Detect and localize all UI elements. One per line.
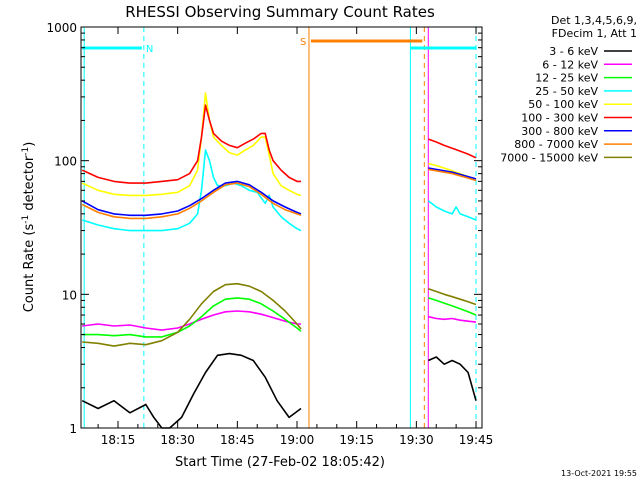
legend-label-4: 25 - 50 keV bbox=[535, 85, 598, 98]
series-line-4-segment-2 bbox=[427, 200, 477, 221]
legend-label-2: 6 - 12 keV bbox=[542, 58, 598, 71]
x-tick-label-7: 19:45 bbox=[459, 433, 494, 447]
x-tick-label-6: 19:30 bbox=[399, 433, 434, 447]
legend-label-7: 300 - 800 keV bbox=[521, 125, 598, 138]
x-tick-label-1: 18:15 bbox=[101, 433, 136, 447]
legend-label-9: 7000 - 15000 keV bbox=[500, 151, 598, 164]
plot-frame bbox=[80, 26, 483, 429]
legend-header-line-2: FDecim 1, Att 1 bbox=[552, 27, 637, 40]
x-tick-label-4: 19:00 bbox=[280, 433, 315, 447]
series-line-8-segment-2 bbox=[428, 168, 477, 182]
y-tick-label-2: 10 bbox=[62, 288, 77, 302]
x-tick-label-5: 19:15 bbox=[339, 433, 374, 447]
series-line-6-segment-2 bbox=[428, 138, 477, 159]
y-tick-label-3: 100 bbox=[54, 155, 77, 169]
legend-header-line-1: Det 1,3,4,5,6,9, bbox=[551, 14, 637, 27]
x-tick-label-3: 18:45 bbox=[220, 433, 255, 447]
x-axis-label: Start Time (27-Feb-02 18:05:42) bbox=[175, 455, 385, 470]
night-label: N bbox=[146, 44, 153, 55]
plot-marks: NS bbox=[81, 27, 477, 429]
y-axis-label: Count Rate (s-1 detector-1) bbox=[21, 142, 37, 313]
series-line-3-segment-2 bbox=[428, 297, 477, 316]
series-line-1-segment-2 bbox=[427, 356, 477, 401]
series-line-4-segment-1 bbox=[81, 149, 302, 232]
series-line-6-segment-1 bbox=[81, 104, 301, 184]
legend-label-1: 3 - 6 keV bbox=[549, 45, 598, 58]
series-line-5-segment-1 bbox=[81, 92, 302, 197]
series-line-7-segment-2 bbox=[428, 167, 477, 180]
legend-label-3: 12 - 25 keV bbox=[535, 72, 598, 85]
saa-label: S bbox=[300, 37, 306, 48]
legend: Det 1,3,4,5,6,9, FDecim 1, Att 1 3 - 6 k… bbox=[500, 14, 637, 164]
y-tick-label-4: 1000 bbox=[46, 21, 77, 35]
chart-title: RHESSI Observing Summary Count Rates bbox=[125, 3, 435, 21]
series-line-2-segment-1 bbox=[82, 310, 301, 331]
axes: 18:15 18:30 18:45 19:00 19:15 19:30 19:45 1 10 10… bbox=[46, 21, 493, 447]
timestamp: 13-Oct-2021 19:55 bbox=[561, 469, 637, 478]
series-line-9-segment-2 bbox=[428, 288, 477, 306]
legend-label-5: 50 - 100 keV bbox=[528, 98, 598, 111]
series-line-9-segment-1 bbox=[82, 282, 302, 347]
x-tick-label-2: 18:30 bbox=[160, 433, 195, 447]
legend-label-8: 800 - 7000 keV bbox=[514, 138, 598, 151]
series-line-3-segment-1 bbox=[82, 297, 302, 338]
series-line-7-segment-1 bbox=[81, 180, 302, 217]
legend-label-6: 100 - 300 keV bbox=[521, 112, 598, 125]
series-line-1-segment-1 bbox=[81, 352, 302, 429]
y-tick-label-1: 1 bbox=[69, 422, 77, 436]
series-line-2-segment-2 bbox=[428, 315, 477, 323]
series-line-8-segment-1 bbox=[81, 182, 302, 220]
